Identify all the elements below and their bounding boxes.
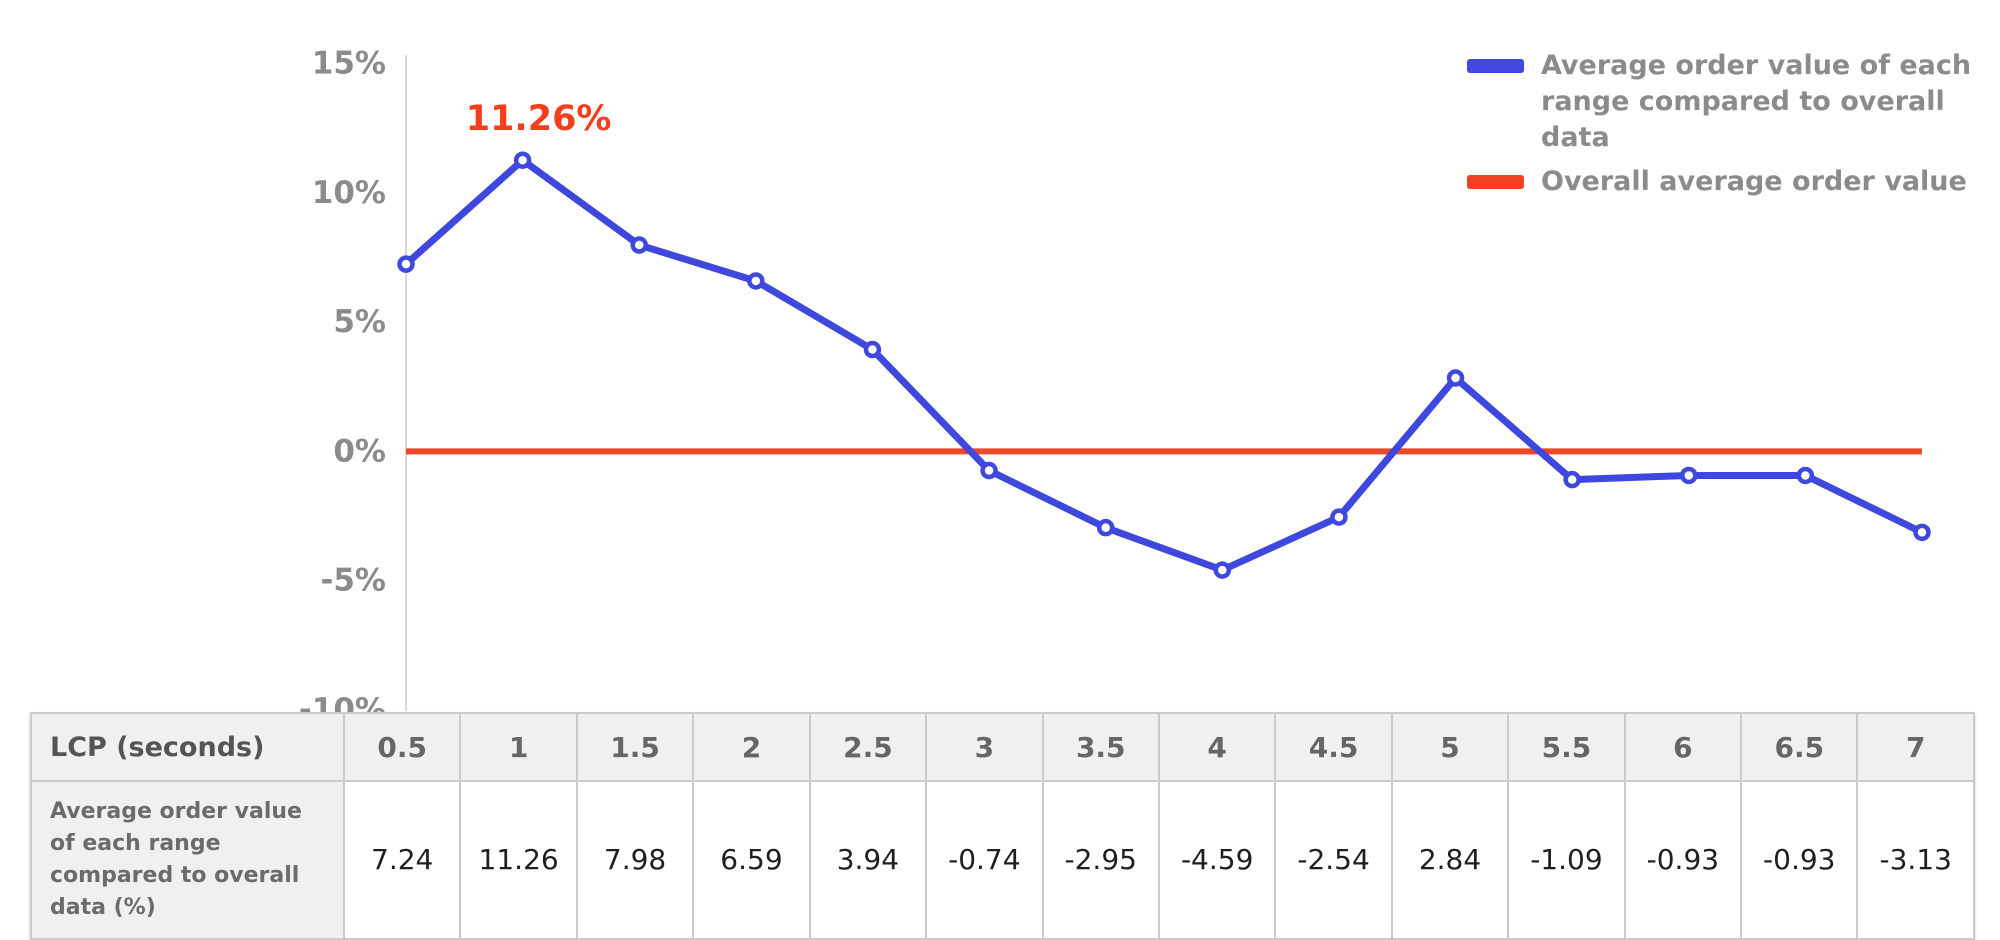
lcp-column-header: 2 <box>692 712 811 782</box>
aov-value-cell: 3.94 <box>808 780 928 940</box>
lcp-column-header: 6.5 <box>1740 712 1859 782</box>
table-value-row: Average order value of each range compar… <box>30 780 1975 940</box>
data-point-marker <box>980 461 998 480</box>
table-row-label: Average order value of each range compar… <box>30 780 345 940</box>
y-axis-tick-label: -10% <box>299 692 386 712</box>
y-axis-tick-label: 15% <box>312 46 386 82</box>
aov-value-cell: -3.13 <box>1856 780 1975 940</box>
data-point-marker <box>1680 466 1698 485</box>
data-point-marker <box>1330 508 1348 526</box>
lcp-column-header: 4.5 <box>1274 712 1393 782</box>
y-axis-tick-label: 10% <box>312 175 386 211</box>
aov-value-cell: -2.95 <box>1041 780 1160 940</box>
series-color-swatch <box>1467 59 1524 73</box>
y-axis-tick-label: -5% <box>321 563 387 599</box>
chart-legend: Average order value of each range compar… <box>1467 48 1979 208</box>
legend-item-reference: Overall average order value <box>1467 164 1979 200</box>
lcp-column-header: 5 <box>1390 712 1510 782</box>
legend-label: Overall average order value <box>1541 166 1967 197</box>
aov-value-cell: -4.59 <box>1157 780 1277 940</box>
data-point-marker <box>863 340 882 359</box>
y-axis-tick-label: 0% <box>333 433 386 469</box>
data-point-marker <box>397 255 415 273</box>
lcp-column-header: 2.5 <box>808 712 928 782</box>
data-point-marker <box>1913 523 1931 542</box>
y-axis-tick-label: 5% <box>333 304 386 340</box>
lcp-column-header: 0.5 <box>342 712 462 782</box>
data-point-marker <box>1563 470 1581 489</box>
lcp-column-header: 1.5 <box>575 712 695 782</box>
peak-value-annotation: 11.26% <box>466 99 612 139</box>
lcp-column-header: 7 <box>1856 712 1975 782</box>
data-point-marker <box>1213 561 1232 579</box>
legend-label: Average order value of each range compar… <box>1541 50 1972 153</box>
lcp-column-header: 3.5 <box>1041 712 1160 782</box>
legend-item-series: Average order value of each range compar… <box>1467 48 1979 156</box>
lcp-column-header: 1 <box>459 712 578 782</box>
aov-value-cell: -1.09 <box>1507 780 1626 940</box>
table-corner-label: LCP (seconds) <box>30 712 345 782</box>
aov-value-cell: 7.24 <box>342 780 462 940</box>
data-point-marker <box>747 272 765 290</box>
lcp-column-header: 6 <box>1623 712 1743 782</box>
aov-value-cell: -2.54 <box>1274 780 1393 940</box>
aov-value-cell: 6.59 <box>692 780 811 940</box>
data-point-marker <box>630 236 648 254</box>
lcp-column-header: 5.5 <box>1507 712 1626 782</box>
data-point-marker <box>1446 369 1465 387</box>
lcp-column-header: 4 <box>1157 712 1277 782</box>
aov-value-cell: 11.26 <box>459 780 578 940</box>
data-table: LCP (seconds) 0.5 1 1.5 2 2.5 3 3.5 4 4.5 5 5.5 6 6.… <box>30 712 1975 940</box>
data-point-marker <box>513 151 532 169</box>
table-header-row: LCP (seconds) 0.5 1 1.5 2 2.5 3 3.5 4 4.5 5 5.5 6 6.… <box>30 712 1975 782</box>
lcp-column-header: 3 <box>925 712 1044 782</box>
aov-value-cell: -0.74 <box>925 780 1044 940</box>
aov-value-cell: -0.93 <box>1740 780 1859 940</box>
line-chart: 15% 10% 5% 0% -5% -10% 11.26% <box>299 46 1931 712</box>
data-point-marker <box>1796 466 1815 485</box>
aov-value-cell: 7.98 <box>575 780 695 940</box>
aov-value-cell: -0.93 <box>1623 780 1743 940</box>
aov-series-line <box>402 156 1926 574</box>
aov-value-cell: 2.84 <box>1390 780 1510 940</box>
data-point-marker <box>1096 518 1115 537</box>
reference-color-swatch <box>1467 175 1524 189</box>
